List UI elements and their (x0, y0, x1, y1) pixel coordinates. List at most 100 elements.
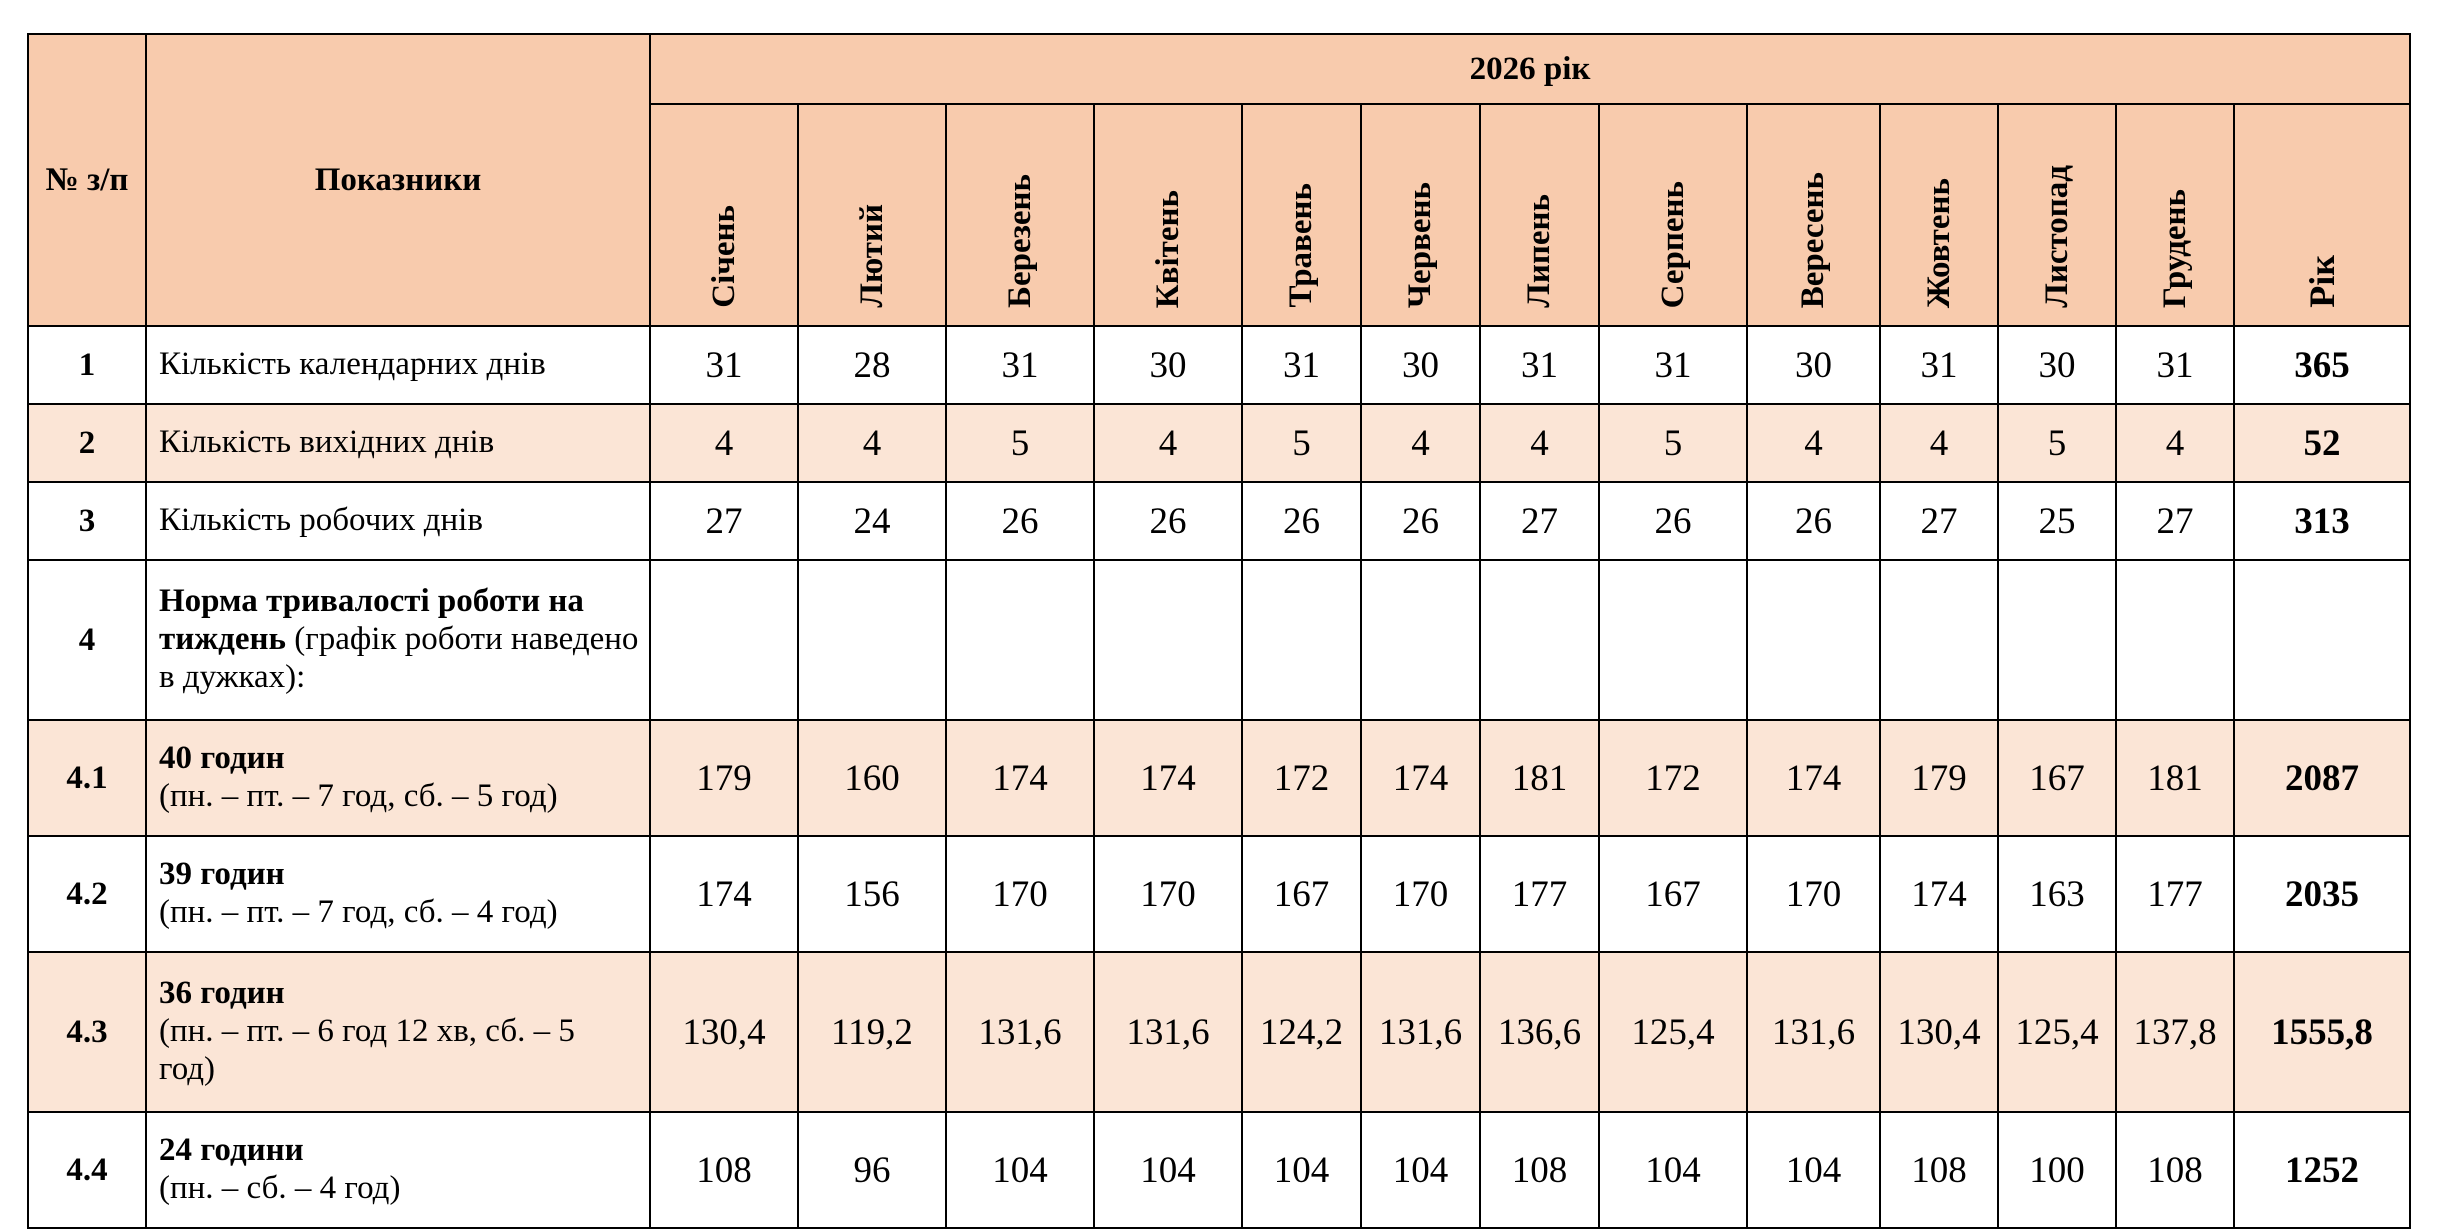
year-total-cell: 365 (2233, 325, 2411, 405)
year-total-cell: 2035 (2233, 835, 2411, 953)
row-number: 4.2 (27, 835, 147, 953)
header-month-5: Травень (1241, 103, 1362, 327)
month-label: Травень (1283, 183, 1319, 308)
month-label: Жовтень (1920, 177, 1957, 308)
table-row: 2 Кількість вихідних днів 4 4 5 4 5 4 4 5 4 4 5 4 52 (27, 403, 2411, 483)
empty-cell (1479, 559, 1600, 721)
row-subtitle: (пн. – сб. – 4 год) (159, 1170, 401, 1206)
header-month-6: Червень (1360, 103, 1481, 327)
month-label: Лютий (853, 204, 890, 308)
row-subtitle: (пн. – пт. – 7 год, сб. – 4 год) (159, 894, 558, 930)
month-value-cell: 31 (1479, 325, 1600, 405)
month-value-cell: 25 (1997, 481, 2117, 561)
month-value-cell: 24 (797, 481, 947, 561)
month-label: Березень (1001, 174, 1038, 308)
year-total-cell: 1252 (2233, 1111, 2411, 1229)
month-value-cell: 170 (1360, 835, 1481, 953)
month-value-cell: 30 (1997, 325, 2117, 405)
month-value-cell: 26 (1360, 481, 1481, 561)
month-value-cell: 27 (649, 481, 799, 561)
month-value-cell: 174 (1879, 835, 1999, 953)
month-value-cell: 4 (2115, 403, 2235, 483)
month-value-cell: 5 (945, 403, 1095, 483)
table-row: 4 Норма тривалості роботи на тиждень (гр… (27, 559, 2411, 721)
table-row: 3 Кількість робочих днів 27 24 26 26 26 26 27 2… (27, 481, 2411, 561)
month-value-cell: 30 (1360, 325, 1481, 405)
month-value-cell: 5 (1997, 403, 2117, 483)
row-number: 3 (27, 481, 147, 561)
month-value-cell: 104 (945, 1111, 1095, 1229)
row-label: 36 годин (пн. – пт. – 6 год 12 хв, сб. – … (145, 951, 651, 1113)
working-time-table: № з/п Показники 2026 рік Січень Лютий Бе… (27, 33, 2411, 1229)
table-header: № з/п Показники 2026 рік Січень Лютий Бе… (27, 33, 2411, 327)
month-value-cell: 26 (1093, 481, 1243, 561)
header-month-7: Липень (1479, 103, 1600, 327)
month-value-cell: 125,4 (1598, 951, 1748, 1113)
row-label: 40 годин (пн. – пт. – 7 год, сб. – 5 год) (145, 719, 651, 837)
row-label: Кількість календарних днів (145, 325, 651, 405)
month-value-cell: 130,4 (649, 951, 799, 1113)
year-total-cell: 2087 (2233, 719, 2411, 837)
month-label: Квітень (1149, 189, 1186, 308)
month-value-cell: 4 (1879, 403, 1999, 483)
month-value-cell: 172 (1598, 719, 1748, 837)
month-value-cell: 137,8 (2115, 951, 2235, 1113)
year-total-label: Рік (2302, 255, 2342, 308)
month-value-cell: 108 (2115, 1111, 2235, 1229)
year-total-cell: 313 (2233, 481, 2411, 561)
month-value-cell: 174 (1360, 719, 1481, 837)
month-value-cell: 31 (945, 325, 1095, 405)
month-label: Листопад (2038, 165, 2075, 308)
month-value-cell: 170 (1746, 835, 1881, 953)
month-value-cell: 4 (1093, 403, 1243, 483)
month-value-cell: 179 (649, 719, 799, 837)
row-number: 4.3 (27, 951, 147, 1113)
row-title: 39 годин (159, 856, 285, 892)
month-value-cell: 31 (1598, 325, 1748, 405)
row-number: 4.4 (27, 1111, 147, 1229)
header-month-12: Грудень (2115, 103, 2235, 327)
year-total-cell: 1555,8 (2233, 951, 2411, 1113)
month-value-cell: 108 (1479, 1111, 1600, 1229)
header-month-3: Березень (945, 103, 1095, 327)
month-value-cell: 119,2 (797, 951, 947, 1113)
month-value-cell: 27 (1879, 481, 1999, 561)
table-row: 4.3 36 годин (пн. – пт. – 6 год 12 хв, сб… (27, 951, 2411, 1113)
month-value-cell: 172 (1241, 719, 1362, 837)
header-month-4: Квітень (1093, 103, 1243, 327)
month-value-cell: 28 (797, 325, 947, 405)
header-indicators: Показники (145, 33, 651, 327)
row-title: 40 годин (159, 740, 285, 776)
empty-cell (1598, 559, 1748, 721)
row-title: 24 години (159, 1132, 304, 1168)
header-no: № з/п (27, 33, 147, 327)
row-title: 36 годин (159, 975, 285, 1011)
year-total-cell: 52 (2233, 403, 2411, 483)
empty-cell (1879, 559, 1999, 721)
row-subtitle: (пн. – пт. – 7 год, сб. – 5 год) (159, 778, 558, 814)
month-value-cell: 26 (1598, 481, 1748, 561)
month-value-cell: 5 (1598, 403, 1748, 483)
header-year: 2026 рік (649, 33, 2411, 105)
row-label: 24 години (пн. – сб. – 4 год) (145, 1111, 651, 1229)
month-label: Вересень (1795, 171, 1831, 308)
table-body: 1 Кількість календарних днів 31 28 31 30 31 3… (27, 325, 2411, 1229)
empty-cell (1093, 559, 1243, 721)
month-value-cell: 4 (649, 403, 799, 483)
month-value-cell: 131,6 (1746, 951, 1881, 1113)
month-value-cell: 27 (2115, 481, 2235, 561)
month-value-cell: 181 (2115, 719, 2235, 837)
month-label: Липень (1521, 194, 1557, 308)
month-value-cell: 124,2 (1241, 951, 1362, 1113)
table-row: 4.1 40 годин (пн. – пт. – 7 год, сб. – 5 … (27, 719, 2411, 837)
row-label-note: (графік роботи наведено в дужках): (159, 621, 639, 695)
month-label: Серпень (1654, 180, 1691, 308)
month-value-cell: 174 (945, 719, 1095, 837)
row-number: 1 (27, 325, 147, 405)
month-value-cell: 167 (1598, 835, 1748, 953)
month-label: Червень (1402, 181, 1438, 308)
row-label: Кількість вихідних днів (145, 403, 651, 483)
month-value-cell: 108 (1879, 1111, 1999, 1229)
month-value-cell: 26 (1241, 481, 1362, 561)
header-month-2: Лютий (797, 103, 947, 327)
